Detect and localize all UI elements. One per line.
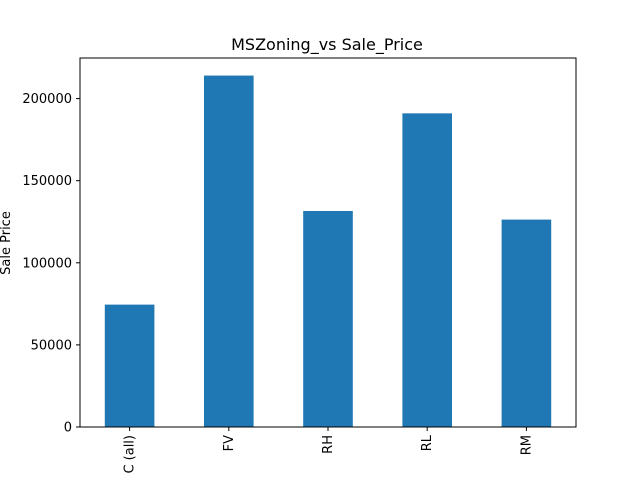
y-tick-label: 100000 xyxy=(22,256,72,271)
bar-3 xyxy=(402,113,452,427)
x-tick-label: RH xyxy=(321,435,336,454)
bar-4 xyxy=(501,219,552,427)
y-axis-label: Sale Price xyxy=(0,211,14,275)
y-tick-label: 0 xyxy=(64,421,72,436)
bars xyxy=(104,75,552,427)
bar-1 xyxy=(204,75,254,427)
x-tick-label: C (all) xyxy=(123,435,138,474)
x-tick-label: RL xyxy=(420,434,435,451)
y-axis-ticks: 0 50000 100000 150000 200000 xyxy=(22,92,80,436)
bar-0 xyxy=(104,304,155,427)
x-axis-ticks: C (all) FV RH RL RM xyxy=(123,427,534,474)
x-tick-label: RM xyxy=(519,435,534,455)
chart-title: MSZoning_vs Sale_Price xyxy=(231,35,423,55)
plot-frame xyxy=(79,57,577,428)
y-tick-label: 200000 xyxy=(22,92,72,107)
y-tick-label: 150000 xyxy=(22,174,72,189)
bar-2 xyxy=(303,210,353,427)
x-tick-label: FV xyxy=(222,435,237,451)
y-tick-label: 50000 xyxy=(31,338,72,353)
